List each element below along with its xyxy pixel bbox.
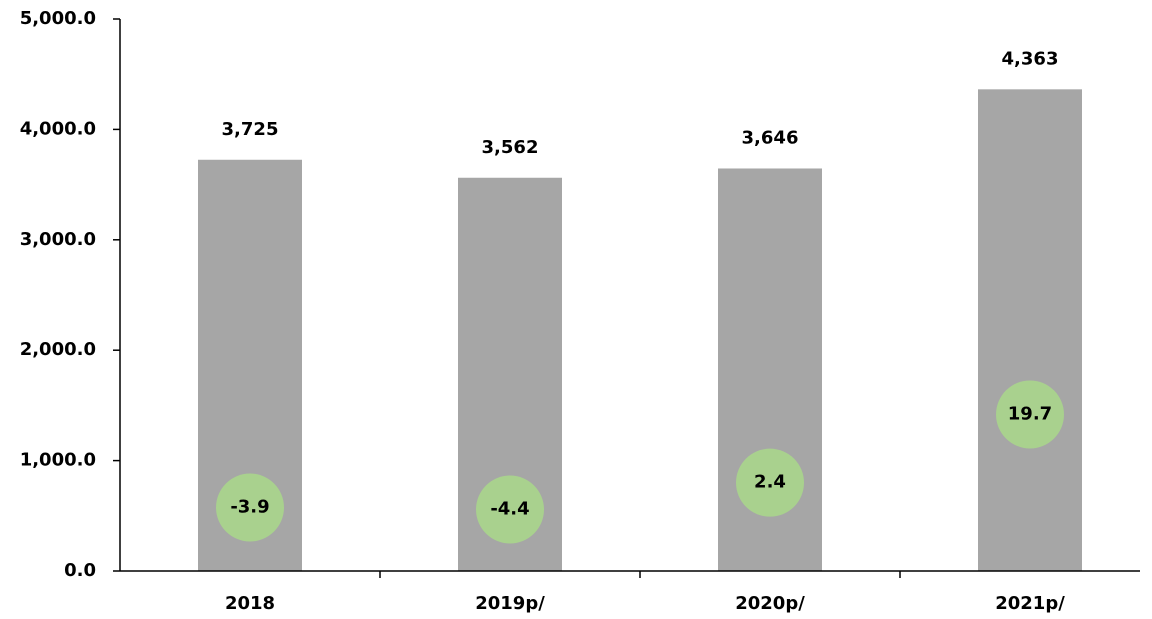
growth-marker [736,448,804,517]
bar-value-label: 3,646 [742,127,799,148]
growth-label: 2.4 [754,472,786,493]
y-tick-label: 1,000.0 [20,450,96,471]
growth-label: 19.7 [1008,403,1052,424]
x-tick-label: 2021p/ [995,593,1065,614]
bar-value-label: 4,363 [1002,48,1059,69]
growth-marker [476,475,544,544]
x-tick-label: 2020p/ [735,593,805,614]
growth-label: -4.4 [490,498,529,519]
growth-marker [216,473,284,542]
bar [978,89,1082,571]
y-tick-label: 5,000.0 [20,8,96,29]
y-tick-label: 0.0 [64,560,96,581]
y-tick-label: 2,000.0 [20,339,96,360]
bar-value-label: 3,725 [222,119,279,140]
growth-marker [996,380,1064,449]
growth-label: -3.9 [230,497,269,518]
x-tick-label: 2019p/ [475,593,545,614]
y-tick-label: 3,000.0 [20,229,96,250]
y-tick-label: 4,000.0 [20,118,96,139]
bar-value-label: 3,562 [482,137,539,158]
x-tick-label: 2018 [225,593,275,614]
